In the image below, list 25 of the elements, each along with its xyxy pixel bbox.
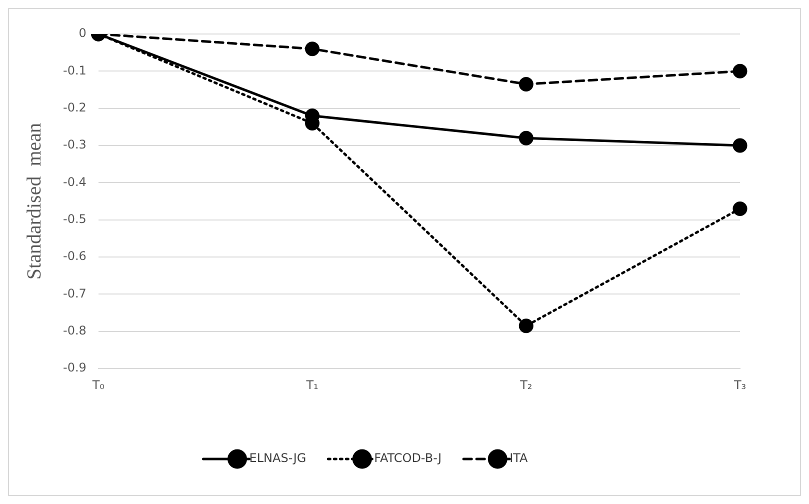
- point: [518, 318, 534, 334]
- y-tick-label: -0.4: [62, 174, 86, 189]
- y-tick-label: -0.3: [62, 138, 86, 152]
- point: [305, 42, 320, 56]
- y-tick-label: -0.1: [62, 63, 86, 78]
- point: [732, 64, 748, 78]
- x-tick-label: T₁: [305, 378, 319, 392]
- y-tick-label: -0.5: [62, 212, 86, 226]
- y-tick-label: -0.8: [62, 324, 86, 338]
- legend-label: FATCOD-B-J: [374, 451, 442, 466]
- legend-label: ELNAS-JG: [249, 451, 306, 466]
- x-tick-label: T₂: [519, 378, 532, 392]
- y-tick-label: 0: [78, 26, 86, 40]
- point: [518, 130, 534, 146]
- y-axis-title: Standardised mean: [23, 122, 46, 280]
- point: [732, 201, 748, 216]
- y-tick-label: -0.2: [62, 100, 86, 114]
- legend-label: ITA: [510, 451, 529, 466]
- y-tick-label: -0.9: [62, 360, 86, 375]
- point: [732, 138, 748, 153]
- x-tick-label: T₀: [91, 378, 105, 392]
- point: [518, 76, 534, 92]
- y-tick-label: -0.7: [62, 286, 86, 300]
- x-tick-label: T₃: [732, 378, 746, 392]
- y-tick-label: -0.6: [62, 249, 86, 264]
